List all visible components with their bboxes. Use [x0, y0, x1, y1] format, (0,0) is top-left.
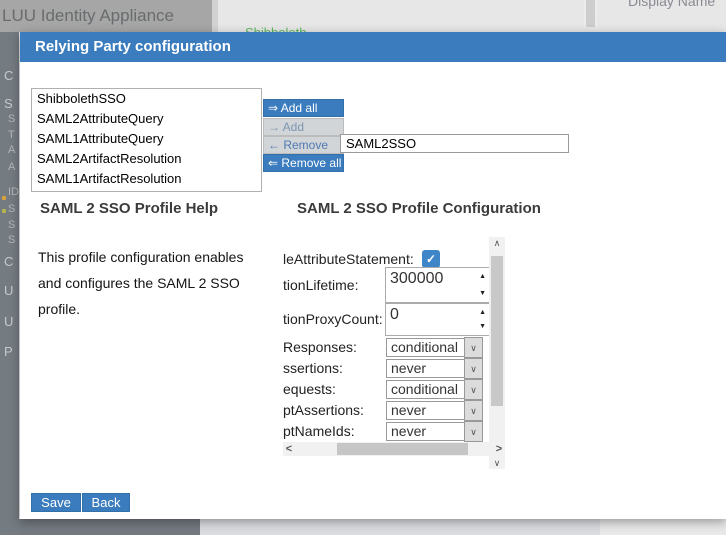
checkmark-icon: ✓ — [425, 252, 437, 266]
spinner-up-icon[interactable]: ▲ — [479, 273, 486, 280]
chevron-down-icon: ∨ — [470, 427, 477, 437]
modal-header: Relying Party configuration — [20, 32, 726, 62]
modal-title: Relying Party configuration — [35, 38, 231, 55]
sidebar-item-letter: S — [8, 203, 16, 215]
save-button[interactable]: Save — [31, 493, 81, 512]
scroll-left-icon[interactable]: < — [285, 443, 293, 455]
sidebar-item-letter: U — [4, 314, 14, 329]
encrypt-name-ids-dropdown-button[interactable]: ∨ — [464, 421, 483, 442]
relying-party-modal: Relying Party configuration ShibbolethSS… — [20, 32, 726, 519]
add-button[interactable]: → Add — [263, 118, 344, 136]
spinner-down-icon[interactable]: ▼ — [479, 290, 486, 297]
chevron-down-icon: ∨ — [470, 343, 477, 353]
background-bottom-panel-right — [600, 519, 726, 535]
sidebar-item-letter: P — [4, 344, 13, 359]
encrypt-name-ids-select[interactable]: never — [386, 422, 465, 441]
profile-list-item[interactable]: ShibbolethSSO — [37, 91, 126, 106]
background-sidebar-bottom — [19, 519, 200, 535]
sign-requests-value: conditional — [391, 381, 458, 397]
scroll-up-icon[interactable]: ∧ — [493, 238, 501, 248]
encrypt-assertions-select[interactable]: never — [386, 401, 465, 420]
sign-assertions-select[interactable]: never — [386, 359, 465, 378]
background-content-area — [218, 0, 726, 32]
sidebar-item-letter: S — [8, 234, 16, 246]
scroll-right-icon[interactable]: > — [495, 443, 503, 455]
sidebar-item-letter: A — [8, 144, 16, 156]
sidebar: C S S T A A ID S S S C U U P — [0, 32, 19, 535]
sign-requests-label: equests: — [283, 381, 336, 397]
spinner-down-icon[interactable]: ▼ — [479, 323, 486, 330]
sidebar-item-letter: U — [4, 283, 14, 298]
sidebar-item-letter: S — [8, 219, 16, 231]
sign-requests-dropdown-button[interactable]: ∨ — [464, 379, 483, 400]
display-name-label: Display Name — [628, 0, 716, 9]
sidebar-icon-dot — [2, 209, 6, 213]
chevron-down-icon: ∨ — [470, 406, 477, 416]
encrypt-assertions-label: ptAssertions: — [283, 402, 364, 418]
background-bottom-panel — [200, 519, 600, 535]
background-scrollbar — [584, 0, 597, 27]
sidebar-item-letter: C — [4, 254, 14, 269]
chevron-down-icon: ∨ — [470, 364, 477, 374]
profile-help-heading: SAML 2 SSO Profile Help — [40, 200, 219, 217]
sign-responses-label: Responses: — [283, 339, 357, 355]
selected-profile-input[interactable]: SAML2SSO — [340, 134, 569, 153]
sign-requests-select[interactable]: conditional — [386, 380, 465, 399]
scroll-down-icon[interactable]: ∨ — [493, 458, 501, 468]
sign-responses-select[interactable]: conditional — [386, 338, 465, 357]
sidebar-item-letter: S — [8, 113, 16, 125]
config-vertical-scrollbar[interactable]: ∧ ∨ — [489, 237, 505, 469]
available-profiles-listbox[interactable]: ShibbolethSSO SAML2AttributeQuery SAML1A… — [31, 88, 262, 192]
sidebar-item-letter: S — [4, 96, 13, 111]
header-divider — [212, 0, 218, 32]
encrypt-assertions-dropdown-button[interactable]: ∨ — [464, 400, 483, 421]
assertion-proxy-count-value: 0 — [390, 306, 399, 323]
encrypt-name-ids-value: never — [391, 423, 427, 439]
config-vertical-scrollbar-thumb[interactable] — [491, 256, 503, 406]
profile-list-item[interactable]: SAML2AttributeQuery — [37, 111, 164, 126]
sidebar-item-letter: C — [4, 68, 14, 83]
sidebar-item-letter: T — [8, 129, 15, 141]
encrypt-assertions-value: never — [391, 402, 427, 418]
profile-list-item[interactable]: SAML1ArtifactResolution — [37, 171, 182, 186]
assertion-lifetime-label: tionLifetime: — [283, 277, 359, 293]
sign-responses-value: conditional — [391, 339, 458, 355]
encrypt-name-ids-label: ptNameIds: — [283, 423, 355, 439]
profile-help-text: This profile configuration enables and c… — [38, 249, 244, 317]
config-horizontal-scrollbar[interactable]: < > — [283, 442, 505, 456]
sidebar-item-letter: A — [8, 161, 16, 173]
sidebar-icon-dot — [2, 196, 6, 200]
profile-list-item[interactable]: SAML1AttributeQuery — [37, 131, 164, 146]
chevron-down-icon: ∨ — [470, 385, 477, 395]
assertion-proxy-count-label: tionProxyCount: — [283, 311, 383, 327]
sign-assertions-label: ssertions: — [283, 360, 343, 376]
sign-assertions-value: never — [391, 360, 427, 376]
spinner-up-icon[interactable]: ▲ — [479, 309, 486, 316]
sign-assertions-dropdown-button[interactable]: ∨ — [464, 358, 483, 379]
include-attribute-statement-checkbox[interactable]: ✓ — [422, 250, 440, 268]
profile-list-item[interactable]: SAML2ArtifactResolution — [37, 151, 182, 166]
sidebar-item-letter: ID — [8, 186, 19, 198]
background-scrollbar-thumb — [586, 0, 595, 27]
back-button[interactable]: Back — [82, 493, 130, 512]
assertion-proxy-count-input[interactable]: 0 ▲ ▼ — [385, 303, 490, 336]
sign-responses-dropdown-button[interactable]: ∨ — [464, 337, 483, 358]
profile-config-heading: SAML 2 SSO Profile Configuration — [297, 200, 541, 217]
assertion-lifetime-value: 300000 — [390, 270, 444, 287]
remove-all-button[interactable]: ⇐ Remove all — [263, 154, 344, 172]
config-horizontal-scrollbar-thumb[interactable] — [337, 443, 468, 455]
app-header-brand-area: LUU Identity Appliance — [0, 0, 212, 32]
remove-button[interactable]: ← Remove — [263, 136, 344, 154]
add-all-button[interactable]: ⇒ Add all — [263, 99, 344, 117]
assertion-lifetime-input[interactable]: 300000 ▲ ▼ — [385, 267, 490, 303]
app-title: LUU Identity Appliance — [2, 6, 174, 25]
include-attribute-statement-label: leAttributeStatement: — [283, 251, 414, 267]
